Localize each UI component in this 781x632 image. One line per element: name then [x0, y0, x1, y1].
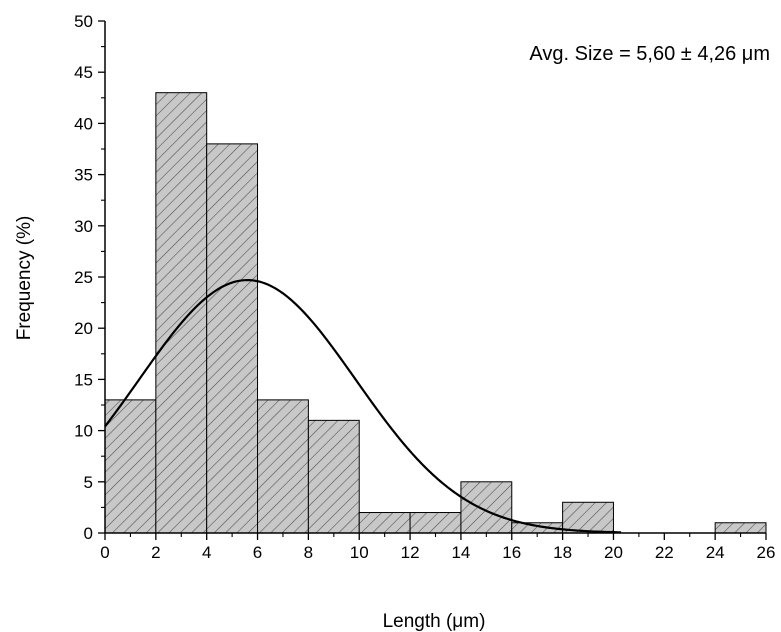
x-tick-label: 12 [401, 543, 420, 562]
histogram-bar [257, 399, 309, 534]
x-tick-label: 6 [253, 543, 262, 562]
histogram-bar [409, 512, 462, 534]
y-tick-label: 45 [74, 63, 93, 82]
histogram-bar [104, 399, 157, 534]
y-tick-label: 20 [74, 319, 93, 338]
x-tick-label: 18 [553, 543, 572, 562]
histogram-bar [714, 522, 767, 534]
y-tick-label: 10 [74, 422, 93, 441]
histogram-bar [460, 481, 513, 534]
x-tick-label: 16 [502, 543, 521, 562]
histogram-bar [562, 501, 614, 534]
y-tick-label: 40 [74, 114, 93, 133]
x-tick-label: 14 [451, 543, 470, 562]
x-tick-label: 8 [304, 543, 313, 562]
x-tick-label: 4 [202, 543, 211, 562]
x-tick-label: 26 [757, 543, 776, 562]
y-tick-label: 30 [74, 217, 93, 236]
y-tick-label: 25 [74, 268, 93, 287]
x-tick-label: 22 [655, 543, 674, 562]
x-tick-label: 20 [604, 543, 623, 562]
axes-group: 0 2 4 6 8 10 12 14 16 18 20 22 24 2605101520253035404… [74, 12, 775, 562]
average-size-annotation: Avg. Size = 5,60 ± 4,26 μm [529, 43, 770, 65]
histogram-bar [358, 512, 411, 534]
y-tick-label: 15 [74, 370, 93, 389]
x-tick-label: 0 [100, 543, 109, 562]
y-tick-label: 35 [74, 166, 93, 185]
y-tick-label: 50 [74, 12, 93, 31]
bars-group [104, 92, 767, 534]
y-tick-label: 0 [84, 524, 93, 543]
y-axis-title: Frequency (%) [14, 216, 35, 341]
normal-fit-curve [104, 278, 622, 534]
x-axis-title: Length (μm) [383, 611, 486, 632]
histogram-bar [206, 143, 259, 534]
y-tick-label: 5 [84, 473, 93, 492]
x-tick-label: 2 [151, 543, 160, 562]
histogram-bar [155, 92, 208, 534]
x-tick-label: 24 [706, 543, 725, 562]
x-tick-label: 10 [350, 543, 369, 562]
histogram-bar [307, 419, 360, 534]
